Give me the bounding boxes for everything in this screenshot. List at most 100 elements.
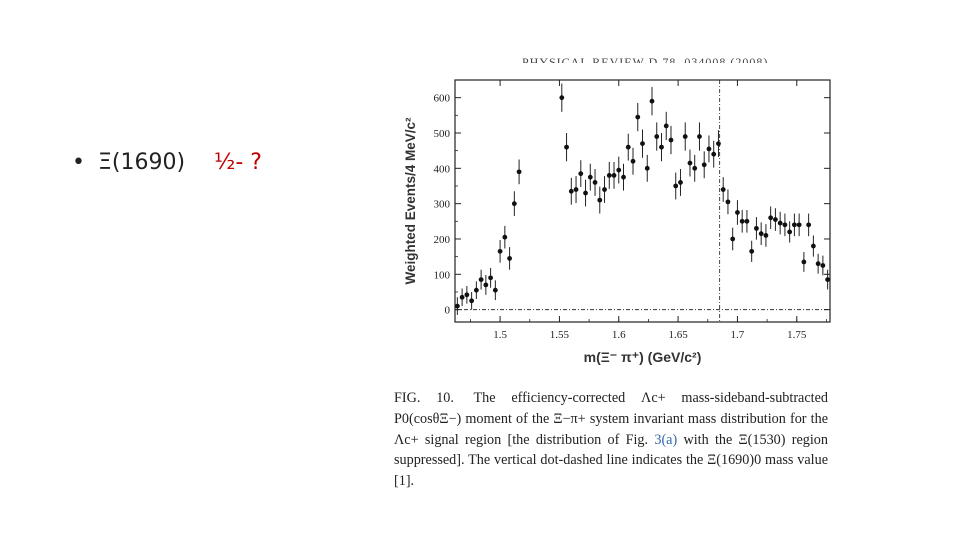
data-point xyxy=(488,275,494,281)
data-point xyxy=(492,287,498,293)
data-point xyxy=(787,229,793,235)
data-point xyxy=(464,292,470,298)
data-point xyxy=(592,180,598,185)
data-point xyxy=(763,233,769,238)
data-point xyxy=(777,220,783,226)
data-point xyxy=(606,172,612,178)
y-axis-title: Weighted Events/4 MeV/c² xyxy=(403,117,418,285)
data-point xyxy=(469,298,475,304)
figure-caption: FIG. 10. The efficiency-corrected Λc+ ma… xyxy=(394,388,828,492)
data-point xyxy=(791,222,797,228)
data-point xyxy=(483,282,489,288)
data-point xyxy=(825,277,831,283)
data-point xyxy=(473,287,479,293)
data-point xyxy=(568,188,574,194)
plot-data-points xyxy=(454,83,831,315)
plot-guides xyxy=(455,80,830,322)
data-point xyxy=(716,141,721,146)
data-point xyxy=(706,146,712,152)
data-point xyxy=(587,174,593,180)
y-tick-label: 500 xyxy=(434,128,451,140)
data-point xyxy=(583,190,588,196)
x-tick-label: 1.5 xyxy=(493,329,507,341)
data-point xyxy=(616,167,622,173)
data-point xyxy=(654,134,660,139)
data-point xyxy=(773,217,778,222)
data-point xyxy=(649,98,655,104)
x-tick-label: 1.6 xyxy=(612,329,626,341)
data-point xyxy=(478,277,484,283)
data-point xyxy=(682,134,688,139)
data-point xyxy=(502,234,508,240)
data-point xyxy=(711,151,717,157)
data-point xyxy=(625,144,631,150)
y-tick-label: 400 xyxy=(434,163,451,175)
y-tick-label: 100 xyxy=(434,269,451,281)
x-tick-label: 1.65 xyxy=(668,329,688,341)
data-point xyxy=(810,243,816,249)
data-point xyxy=(497,248,503,254)
data-point xyxy=(573,187,579,192)
data-point xyxy=(663,123,669,129)
data-point xyxy=(796,222,802,228)
caption-label: FIG. 10. xyxy=(394,390,454,406)
caption-text-2: with the Ξ(1530) region suppressed]. The… xyxy=(394,431,828,490)
data-point xyxy=(578,171,584,177)
data-point xyxy=(820,263,826,268)
data-point xyxy=(782,222,788,228)
data-point xyxy=(635,114,641,120)
data-point xyxy=(668,137,674,143)
data-point xyxy=(749,248,755,254)
particle-name: Ξ(1690) xyxy=(97,150,186,175)
data-point xyxy=(720,187,726,192)
bullet-line: • Ξ(1690) ½- ? xyxy=(72,150,262,175)
data-point xyxy=(739,218,745,224)
data-point xyxy=(516,169,522,175)
data-point xyxy=(564,144,569,150)
x-axis-title: m(Ξ⁻ π⁺) (GeV/c²) xyxy=(584,349,702,365)
bullet-dot: • xyxy=(72,150,85,175)
x-tick-label: 1.55 xyxy=(550,329,570,341)
data-point xyxy=(725,199,731,205)
x-tick-label: 1.75 xyxy=(787,329,807,341)
data-point xyxy=(735,210,740,215)
data-point xyxy=(768,215,774,221)
data-point xyxy=(815,261,821,267)
y-tick-label: 200 xyxy=(434,234,451,246)
data-point xyxy=(754,225,759,231)
spin-parity: ½- ? xyxy=(214,150,262,175)
data-point xyxy=(602,187,607,192)
journal-header-fragment: PHYSICAL REVIEW D 78, 034008 (2008) xyxy=(522,55,769,63)
caption-text-1: The efficiency-corrected Λc+ mass-sideba… xyxy=(394,390,828,448)
data-point xyxy=(801,259,807,265)
plot-axes xyxy=(454,79,831,323)
data-point xyxy=(806,222,812,228)
data-point xyxy=(697,134,702,139)
y-tick-label: 0 xyxy=(445,305,451,317)
data-point xyxy=(611,172,617,178)
data-point xyxy=(630,158,636,164)
data-point xyxy=(673,183,679,189)
data-point xyxy=(454,303,460,309)
data-point xyxy=(640,141,645,146)
data-point xyxy=(644,165,650,171)
data-point xyxy=(511,201,517,207)
data-point xyxy=(659,144,664,150)
data-point xyxy=(758,231,764,237)
plot-labels: 0 100 200 300 400 500 600 1.5 1.55 1.6 1.65 1.7 1.75… xyxy=(403,93,807,365)
data-point xyxy=(597,197,603,203)
data-point xyxy=(744,218,750,224)
x-tick-label: 1.7 xyxy=(731,329,745,341)
data-point xyxy=(621,174,626,180)
data-point xyxy=(559,95,565,101)
data-point xyxy=(687,160,693,166)
plot-frame xyxy=(454,79,831,323)
data-point xyxy=(678,180,683,185)
data-point xyxy=(692,165,698,171)
mass-distribution-plot: 0 100 200 300 400 500 600 1.5 1.55 1.6 1.65 1.7 1.75… xyxy=(403,79,831,365)
data-point xyxy=(459,294,465,300)
data-point xyxy=(730,236,736,242)
caption-figure-link[interactable]: 3(a) xyxy=(654,431,678,448)
data-point xyxy=(507,256,512,261)
y-tick-label: 600 xyxy=(434,93,451,105)
